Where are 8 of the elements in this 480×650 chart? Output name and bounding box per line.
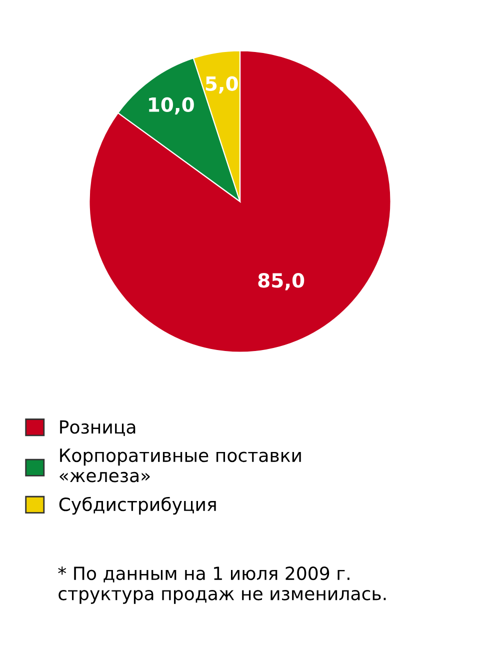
legend-label: Субдистрибуция xyxy=(59,496,216,515)
data-label: 85,0 xyxy=(258,273,304,290)
data-label: 5,0 xyxy=(206,76,238,94)
legend-label: Корпоративные поставки «железа» xyxy=(60,448,301,482)
legend-label: Розница xyxy=(60,420,136,436)
text: * По данным на 1 июля 2009 г. структура продаж не изменилась. xyxy=(58,566,386,604)
pie-slice xyxy=(88,50,392,353)
data-label: 10,0 xyxy=(149,97,194,114)
